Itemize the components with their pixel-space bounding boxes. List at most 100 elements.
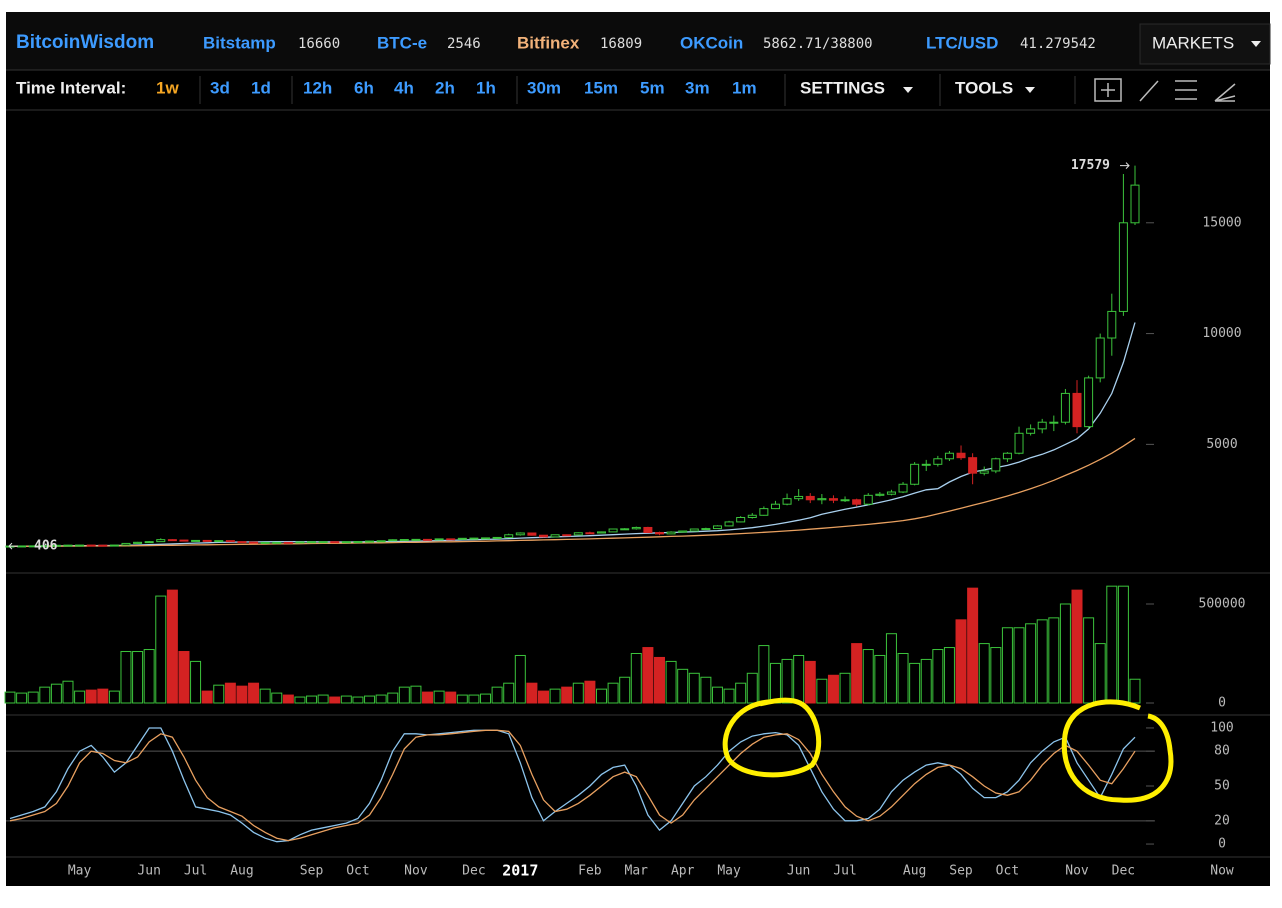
x-tick-label: Oct (346, 864, 369, 879)
interval-button[interactable]: 1h (476, 78, 496, 97)
candle-body (562, 534, 572, 537)
tools-menu[interactable]: TOOLS (955, 78, 1013, 97)
x-tick-label: Sep (949, 864, 973, 879)
x-tick-label: Nov (404, 864, 428, 879)
candle-body (1060, 392, 1070, 423)
volume-bar (677, 668, 689, 704)
interval-button[interactable]: 1d (251, 78, 271, 97)
volume-bar (990, 647, 1002, 704)
volume-bar (978, 643, 990, 704)
stochastic-line (9, 729, 1136, 842)
candle-body (933, 458, 943, 465)
candle-body (51, 544, 61, 547)
candle-body (817, 498, 827, 501)
interval-button[interactable]: 4h (394, 78, 414, 97)
volume-bar (74, 690, 86, 704)
x-tick-label: Jul (184, 864, 207, 879)
y-tick-label: 50 (1214, 779, 1230, 794)
exchange-name[interactable]: LTC/USD (926, 33, 998, 52)
exchange-name[interactable]: BTC-e (377, 33, 427, 52)
volume-bar (758, 645, 770, 704)
volume-bar (143, 649, 155, 704)
candle-body (1107, 310, 1117, 339)
candle-body (167, 539, 177, 542)
volume-bar (1117, 585, 1129, 704)
candle-body (63, 544, 73, 547)
volume-bar (538, 690, 550, 704)
volume-bar (619, 676, 631, 704)
volume-bar (340, 695, 352, 704)
candle-body (1084, 377, 1094, 428)
interval-button[interactable]: 15m (584, 78, 618, 97)
volume-bar (155, 595, 167, 704)
volume-bar (491, 686, 503, 704)
volume-bar (642, 647, 654, 704)
exchange-name[interactable]: OKCoin (680, 33, 743, 52)
candle-body (631, 526, 641, 530)
caret (1251, 41, 1261, 47)
moving-average (10, 437, 1136, 547)
exchange-name[interactable]: Bitfinex (517, 33, 580, 52)
volume-bar (364, 695, 376, 704)
brand[interactable]: BitcoinWisdom (16, 32, 154, 53)
settings-menu[interactable]: SETTINGS (800, 78, 885, 97)
interval-button[interactable]: 3m (685, 78, 710, 97)
volume-bar (4, 691, 16, 704)
volume-bar (1129, 678, 1141, 704)
candle-body (898, 483, 908, 493)
interval-button[interactable]: 2h (435, 78, 455, 97)
candle-body (341, 541, 351, 544)
volume-bar (781, 658, 793, 704)
volume-bar (27, 691, 39, 704)
candle-body (133, 541, 143, 544)
interval-button[interactable]: 6h (354, 78, 374, 97)
candle-body (689, 528, 699, 532)
x-tick-label: May (68, 864, 92, 879)
markets-label[interactable]: MARKETS (1152, 33, 1234, 52)
interval-button[interactable]: 3d (210, 78, 230, 97)
volume-bar (213, 684, 225, 704)
candle-body (979, 470, 989, 474)
volume-bar (688, 672, 700, 704)
x-tick-label: Oct (996, 864, 1019, 879)
candle-body (921, 463, 931, 466)
caret (1025, 87, 1035, 93)
candle-body (968, 457, 978, 474)
volume-bar (746, 672, 758, 704)
candle-body (307, 541, 317, 544)
candle-body (179, 539, 189, 542)
candle-body (828, 498, 838, 501)
interval-button[interactable]: 12h (303, 78, 332, 97)
highlight-circle (1061, 699, 1174, 803)
candle-body (434, 538, 444, 541)
volume-bar (1001, 627, 1013, 704)
interval-button[interactable]: 1w (156, 78, 179, 97)
candle-body (747, 514, 757, 518)
candle-body (191, 539, 201, 542)
candle-body (1072, 392, 1082, 428)
y-tick-label: 0 (1218, 695, 1226, 710)
volume-bar (665, 660, 677, 704)
candle-body (98, 544, 108, 547)
x-tick-label: Dec (1112, 864, 1135, 879)
y-tick-label: 15000 (1202, 215, 1241, 230)
markets-button[interactable] (1139, 23, 1271, 65)
volume-bar (700, 676, 712, 704)
drawing-tools[interactable] (1094, 78, 1236, 102)
candle-body (144, 541, 154, 544)
x-tick-label: Aug (903, 864, 926, 879)
volume-bar (317, 694, 329, 704)
candle-body (446, 538, 456, 541)
top-bar (6, 12, 1270, 70)
volume-bar (387, 692, 399, 704)
volume-bar (178, 651, 190, 704)
arrow (8, 542, 18, 550)
interval-button[interactable]: 5m (640, 78, 665, 97)
exchange-name[interactable]: Bitstamp (203, 33, 276, 52)
candle-body (712, 525, 722, 530)
interval-button[interactable]: 30m (527, 78, 561, 97)
candle-body (863, 494, 873, 505)
interval-button[interactable]: 1m (732, 78, 757, 97)
volume-bar (851, 643, 863, 704)
candle-body (1130, 184, 1140, 224)
